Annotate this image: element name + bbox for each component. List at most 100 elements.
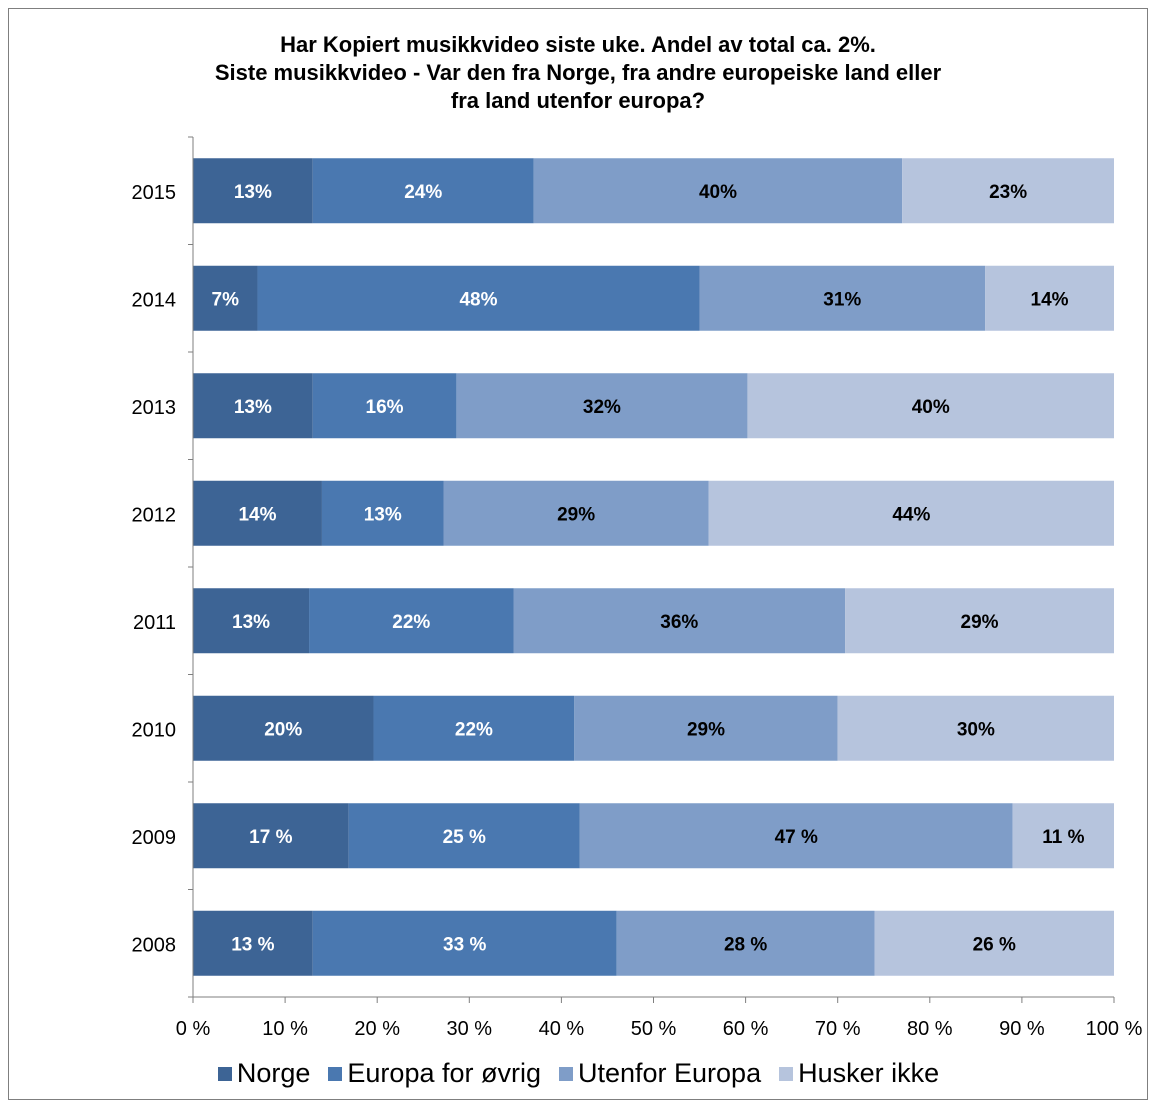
y-tick-label-2012: 2012: [132, 504, 177, 526]
data-label-2009-series-2: 47 %: [775, 827, 818, 848]
data-label-2009-series-1: 25 %: [443, 827, 486, 848]
legend-label: Norge: [236, 1058, 311, 1088]
y-tick-label-2011: 2011: [133, 612, 176, 634]
chart-title: Har Kopiert musikkvideo siste uke. Andel…: [8, 31, 1148, 115]
x-tick-label: 70 %: [815, 1018, 861, 1040]
legend-label: Husker ikke: [798, 1058, 940, 1088]
x-tick-label: 0 %: [176, 1018, 211, 1040]
data-label-2011-series-1: 22%: [392, 612, 430, 633]
bar-segment-2010-series-2: [574, 695, 838, 761]
bar-segment-2010-series-0: [193, 695, 374, 761]
chart-title-line-1: Har Kopiert musikkvideo siste uke. Andel…: [280, 32, 876, 57]
legend-swatch: [217, 1066, 232, 1081]
x-tick-label: 80 %: [907, 1018, 953, 1040]
legend-item-0: Norge: [217, 1058, 311, 1089]
y-tick-label-2015: 2015: [132, 182, 177, 204]
data-label-2011-series-2: 36%: [660, 612, 698, 633]
data-label-2008-series-1: 33 %: [443, 934, 486, 955]
bar-segment-2012-series-1: [321, 480, 444, 546]
data-label-2011-series-3: 29%: [961, 612, 999, 633]
bar-segment-2013-series-1: [312, 373, 457, 439]
bar-segment-2011-series-1: [309, 588, 514, 654]
bar-segment-2011-series-0: [193, 588, 310, 654]
y-tick-label-2008: 2008: [132, 934, 177, 956]
bar-segment-2013-series-3: [747, 373, 1114, 439]
chart-title-line-2: Siste musikkvideo - Var den fra Norge, f…: [214, 60, 942, 85]
data-label-2015-series-3: 23%: [989, 182, 1027, 203]
chart-legend: Norge Europa for øvrig Utenfor Europa Huske…: [0, 1058, 1157, 1089]
data-label-2010-series-0: 20%: [264, 719, 302, 740]
bar-segment-2015-series-2: [533, 158, 903, 224]
data-label-2012-series-3: 44%: [892, 504, 930, 525]
bar-segment-2008-series-3: [874, 910, 1114, 976]
data-label-2009-series-3: 11 %: [1042, 827, 1084, 848]
x-tick-label: 100 %: [1086, 1018, 1143, 1040]
data-label-2011-series-0: 13%: [232, 612, 270, 633]
x-tick-label: 90 %: [999, 1018, 1045, 1040]
x-tick-label: 30 %: [447, 1018, 493, 1040]
legend-item-2: Utenfor Europa: [558, 1058, 762, 1089]
data-label-2014-series-0: 7%: [212, 289, 240, 310]
bar-segment-2013-series-0: [193, 373, 313, 439]
data-label-2012-series-2: 29%: [557, 504, 595, 525]
y-tick-label-2013: 2013: [132, 397, 177, 419]
data-label-2013-series-1: 16%: [366, 397, 404, 418]
data-label-2014-series-2: 31%: [823, 289, 861, 310]
bar-segment-2015-series-1: [312, 158, 534, 224]
data-label-2015-series-1: 24%: [404, 182, 442, 203]
bar-segment-2010-series-3: [837, 695, 1114, 761]
data-label-2014-series-1: 48%: [459, 289, 497, 310]
bar-segment-2012-series-0: [193, 480, 322, 546]
data-label-2013-series-0: 13%: [234, 397, 272, 418]
legend-label: Utenfor Europa: [577, 1058, 762, 1088]
data-label-2013-series-3: 40%: [912, 397, 950, 418]
bar-segment-2014-series-0: [193, 265, 258, 331]
bar-segment-2011-series-2: [513, 588, 846, 654]
x-tick-label: 60 %: [723, 1018, 769, 1040]
bar-segment-2009-series-2: [579, 803, 1013, 869]
data-label-2010-series-1: 22%: [455, 719, 493, 740]
legend-label: Europa for øvrig: [347, 1058, 541, 1088]
data-label-2014-series-3: 14%: [1031, 289, 1069, 310]
y-tick-label-2010: 2010: [132, 719, 177, 741]
y-tick-label-2014: 2014: [132, 289, 177, 311]
bar-segment-2012-series-2: [443, 480, 709, 546]
data-label-2008-series-3: 26 %: [973, 934, 1016, 955]
data-label-2008-series-2: 28 %: [724, 934, 767, 955]
bar-segment-2014-series-3: [985, 265, 1114, 331]
legend-item-3: Husker ikke: [779, 1058, 939, 1089]
y-tick-label-2009: 2009: [132, 827, 177, 849]
data-label-2012-series-1: 13%: [364, 504, 402, 525]
data-label-2010-series-2: 29%: [687, 719, 725, 740]
legend-swatch: [328, 1066, 343, 1081]
bar-segment-2008-series-2: [616, 910, 875, 976]
legend-swatch: [558, 1066, 573, 1081]
x-tick-label: 40 %: [539, 1018, 585, 1040]
legend-swatch: [779, 1066, 794, 1081]
bar-segment-2013-series-2: [456, 373, 748, 439]
bar-segment-2009-series-1: [348, 803, 580, 869]
data-label-2008-series-0: 13 %: [231, 934, 274, 955]
bar-segment-2012-series-3: [708, 480, 1114, 546]
data-label-2015-series-2: 40%: [699, 182, 737, 203]
bar-segment-2009-series-3: [1012, 803, 1114, 869]
chart-title-line-3: fra land utenfor europa?: [450, 88, 706, 113]
x-tick-label: 20 %: [354, 1018, 400, 1040]
bar-segment-2009-series-0: [193, 803, 349, 869]
bar-segment-2008-series-1: [312, 910, 617, 976]
data-label-2010-series-3: 30%: [957, 719, 995, 740]
data-label-2009-series-0: 17 %: [249, 827, 292, 848]
bar-segment-2015-series-0: [193, 158, 313, 224]
data-label-2013-series-2: 32%: [583, 397, 621, 418]
bar-segment-2015-series-3: [902, 158, 1114, 224]
data-label-2015-series-0: 13%: [234, 182, 272, 203]
bar-segment-2014-series-1: [257, 265, 700, 331]
bar-segment-2008-series-0: [193, 910, 313, 976]
legend-item-1: Europa for øvrig: [328, 1058, 541, 1089]
x-tick-label: 50 %: [631, 1018, 677, 1040]
x-tick-label: 10 %: [262, 1018, 308, 1040]
data-label-2012-series-0: 14%: [238, 504, 276, 525]
bar-segment-2014-series-2: [699, 265, 986, 331]
bar-segment-2011-series-3: [845, 588, 1114, 654]
